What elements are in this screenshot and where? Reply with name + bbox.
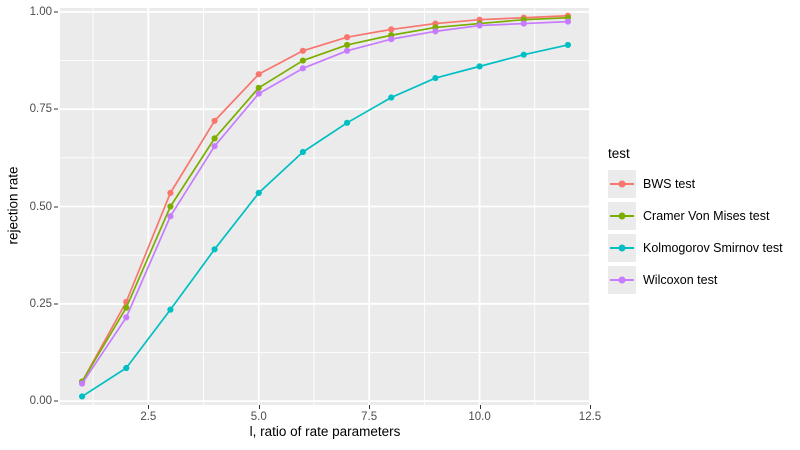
legend-label: Wilcoxon test [643,273,718,287]
series-line [81,44,569,398]
x-tick-label: 7.5 [361,411,378,423]
data-point [123,314,130,321]
data-point [167,189,174,196]
data-point [167,306,174,313]
plot-svg [60,8,590,405]
legend-label: BWS test [643,177,696,191]
legend-key-dot [618,276,626,284]
x-tick-mark [590,405,591,409]
y-tick-mark [54,108,58,110]
y-tick-mark [54,11,58,13]
data-point [476,22,483,29]
x-axis-ticks: 2.5 5.0 7.5 10.0 12.5 [0,405,602,425]
data-point [255,189,262,196]
legend-item-2[interactable]: Kolmogorov Smirnov test [608,234,798,262]
data-point [299,57,307,64]
data-point [564,41,572,49]
legend-item-3[interactable]: Wilcoxon test [608,266,798,294]
y-tick-label: 1.00 [29,5,52,18]
x-tick-mark [369,405,371,409]
data-point [167,213,174,220]
x-axis-title: l, ratio of rate parameters [249,424,401,439]
data-point [388,94,395,101]
legend-key-dot [618,244,626,252]
legend: test BWS test Cramer Von Mises test Kolmog… [608,146,798,298]
series-3 [78,18,572,387]
data-point [388,36,395,43]
data-point [255,90,262,97]
plot-panel [60,8,590,405]
legend-key-icon [608,202,636,230]
data-point [299,65,307,72]
data-point [343,41,351,49]
x-tick-mark [479,405,481,409]
series-line [81,20,569,385]
series-line [81,14,569,383]
legend-key-dot [618,212,626,220]
legend-item-0[interactable]: BWS test [608,170,798,198]
major-gridlines [60,8,590,405]
data-point [476,63,483,70]
data-point [211,143,218,150]
x-tick-label: 5.0 [250,411,267,423]
x-tick-label: 10.0 [468,411,491,423]
legend-label: Cramer Von Mises test [643,209,770,223]
legend-label: Kolmogorov Smirnov test [643,241,783,255]
x-tick-label: 2.5 [140,411,157,423]
y-tick-mark [54,400,58,402]
data-point [343,119,351,126]
x-tick-mark [258,405,260,409]
data-point [432,28,439,35]
y-tick-label: 0.75 [29,103,52,116]
data-point [78,380,86,387]
data-point [211,246,218,253]
legend-items: BWS test Cramer Von Mises test Kolmogorov … [608,170,798,294]
legend-key-icon [608,266,636,294]
data-point [343,47,351,54]
data-point [123,364,130,372]
series-2 [78,41,572,400]
y-tick-mark [54,303,58,305]
data-point [520,51,527,58]
data-point [211,135,218,142]
data-point [211,117,218,124]
series-0 [78,12,572,385]
data-point [564,18,572,25]
legend-item-1[interactable]: Cramer Von Mises test [608,202,798,230]
data-point [255,84,262,91]
data-point [343,34,351,41]
series-1 [78,14,572,385]
legend-title: test [608,146,630,161]
y-axis-ticks: 0.00 0.25 0.50 0.75 1.00 [0,0,58,410]
series-line [81,16,569,383]
data-point [520,20,527,27]
y-tick-label: 0.00 [29,395,52,408]
y-tick-label: 0.25 [29,297,52,310]
data-point [299,47,307,54]
x-tick-label: 12.5 [578,411,602,423]
y-tick-label: 0.50 [29,200,52,213]
data-point [123,304,130,311]
legend-key-icon [608,170,636,198]
y-tick-mark [54,206,58,207]
data-point [388,26,395,33]
legend-key-dot [618,180,626,188]
data-point [78,393,86,400]
data-point [255,71,262,78]
x-tick-mark [148,405,150,409]
data-point [432,74,439,82]
data-point [299,148,307,156]
data-point [167,203,174,210]
legend-key-icon [608,234,636,262]
